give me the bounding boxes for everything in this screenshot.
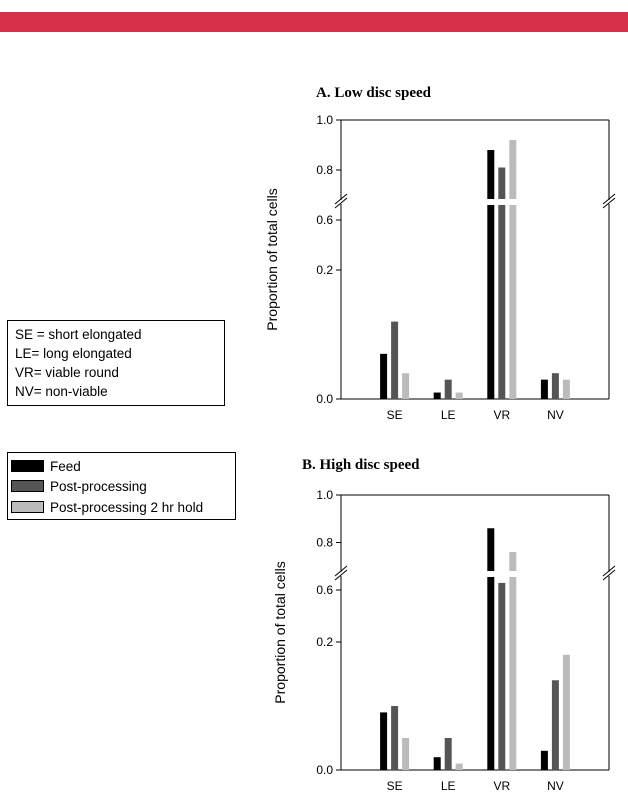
y-tick-label: 1.0 xyxy=(316,488,333,502)
bar-vr-post-processing xyxy=(498,582,506,770)
bar-se-post-processing xyxy=(391,321,399,399)
y-tick-label: 0.2 xyxy=(316,263,333,277)
bar-le-post-processing-2-hr-hold xyxy=(455,763,463,770)
legend-label-post-processing: Post-processing xyxy=(50,478,147,494)
bar-break-gap xyxy=(484,199,519,205)
legend-item-post-processing: Post-processing xyxy=(11,476,147,496)
x-tick-label-le: LE xyxy=(441,779,456,793)
bar-vr-post-processing-2-hr-hold xyxy=(509,140,517,399)
axis-break-mark-right xyxy=(602,569,616,581)
x-tick-label-se: SE xyxy=(387,779,403,793)
y-tick-label: 0.6 xyxy=(316,583,333,597)
chart-a-title: A. Low disc speed xyxy=(316,85,432,101)
bar-nv-post-processing xyxy=(551,373,559,399)
y-tick-label: 0.0 xyxy=(316,392,333,406)
x-tick-label-vr: VR xyxy=(493,779,510,793)
y-tick-label: 0.8 xyxy=(316,163,333,177)
axis-break-mark-right xyxy=(602,193,616,205)
legend-swatch-feed xyxy=(11,460,44,472)
bar-vr-post-processing-2-hr-hold xyxy=(509,552,517,770)
abbreviation-key: SE = short elongated LE= long elongated … xyxy=(7,320,225,406)
x-tick-label-vr: VR xyxy=(493,408,510,422)
y-axis-label: Proportion of total cells xyxy=(272,561,288,703)
bar-break-gap xyxy=(538,571,573,577)
chart-b-title: B. High disc speed xyxy=(302,457,420,473)
y-axis-label: Proportion of total cells xyxy=(264,188,280,330)
bar-le-feed xyxy=(433,757,441,770)
axis-break-mark-right xyxy=(602,197,616,209)
bar-break-gap xyxy=(484,571,519,577)
bar-se-feed xyxy=(380,353,388,399)
legend-label-feed: Feed xyxy=(50,458,81,474)
bar-nv-post-processing-2-hr-hold xyxy=(562,654,570,770)
bar-se-post-processing xyxy=(391,706,399,770)
bar-vr-post-processing xyxy=(498,167,506,399)
bar-vr-feed xyxy=(487,150,495,399)
abbreviation-se: SE = short elongated xyxy=(15,327,142,342)
bar-se-feed xyxy=(380,712,388,770)
bar-se-post-processing-2-hr-hold xyxy=(402,738,410,770)
axis-break-mark-left xyxy=(334,565,348,577)
bar-vr-feed xyxy=(487,528,495,770)
bar-le-post-processing xyxy=(444,379,452,399)
x-tick-label-se: SE xyxy=(387,408,403,422)
bar-le-feed xyxy=(433,392,441,399)
header-bar xyxy=(0,12,628,32)
bar-nv-post-processing-2-hr-hold xyxy=(562,379,570,399)
x-tick-label-le: LE xyxy=(441,408,456,422)
bar-le-post-processing-2-hr-hold xyxy=(455,392,463,399)
x-tick-label-nv: NV xyxy=(547,408,564,422)
legend-item-feed: Feed xyxy=(11,456,81,476)
y-tick-label: 0.0 xyxy=(316,763,333,777)
x-tick-label-nv: NV xyxy=(547,779,564,793)
bar-nv-feed xyxy=(540,379,548,399)
legend: Feed Post-processing Post-processing 2 h… xyxy=(7,452,236,520)
legend-swatch-post-processing-2hr-hold xyxy=(11,501,44,513)
axis-break-mark-left xyxy=(334,197,348,209)
chart-b-high-disc-speed: 0.0 0.2 0.6 0.8 1.0 Proportion of total cells… xyxy=(272,488,616,793)
abbreviation-nv: NV= non-viable xyxy=(15,384,108,399)
legend-swatch-post-processing xyxy=(11,480,44,492)
bar-le-post-processing xyxy=(444,738,452,770)
bar-nv-feed xyxy=(540,750,548,770)
bar-nv-post-processing xyxy=(551,680,559,770)
axis-break-mark-right xyxy=(602,565,616,577)
bar-se-post-processing-2-hr-hold xyxy=(402,373,410,399)
axis-break-mark-left xyxy=(334,193,348,205)
axis-break-mark-left xyxy=(334,569,348,581)
legend-item-post-processing-2hr-hold: Post-processing 2 hr hold xyxy=(11,497,203,517)
y-tick-label: 0.2 xyxy=(316,635,333,649)
chart-a-low-disc-speed: 0.0 0.2 0.6 0.8 1.0 Proportion of total cells… xyxy=(264,113,616,422)
y-tick-label: 0.6 xyxy=(316,213,333,227)
legend-label-post-processing-2hr-hold: Post-processing 2 hr hold xyxy=(50,499,204,515)
y-tick-label: 0.8 xyxy=(316,536,333,550)
abbreviation-vr: VR= viable round xyxy=(15,365,119,380)
y-tick-label: 1.0 xyxy=(316,113,333,127)
abbreviation-le: LE= long elongated xyxy=(15,346,132,361)
